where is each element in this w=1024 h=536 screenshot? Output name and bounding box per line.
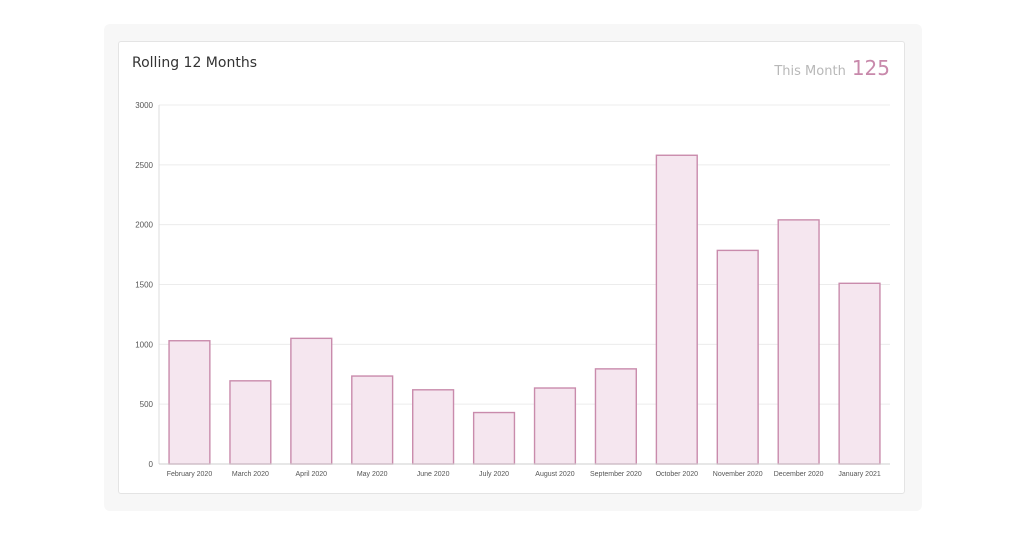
bar[interactable] [533, 387, 577, 465]
y-tick-label: 0 [149, 460, 154, 469]
y-tick-label: 500 [140, 400, 154, 409]
metric-value: 125 [851, 56, 890, 80]
x-tick-label: March 2020 [232, 471, 269, 478]
bar[interactable] [229, 380, 272, 465]
this-month-metric: This Month 125 [774, 56, 890, 80]
x-tick-label: December 2020 [774, 471, 824, 478]
x-tick-label: July 2020 [479, 471, 509, 478]
card-title: Rolling 12 Months [132, 55, 257, 71]
x-tick-label: September 2020 [590, 471, 642, 478]
x-tick-label: November 2020 [713, 471, 763, 478]
x-tick-label: January 2021 [838, 471, 881, 478]
bar[interactable] [351, 375, 394, 465]
metric-label: This Month [774, 64, 846, 79]
bar[interactable] [655, 154, 698, 465]
y-tick-label: 2500 [135, 161, 153, 170]
y-tick-label: 1500 [135, 281, 153, 290]
x-tick-label: August 2020 [535, 471, 574, 478]
y-tick-label: 1000 [135, 340, 153, 349]
bar[interactable] [290, 337, 333, 465]
x-tick-label: May 2020 [357, 471, 388, 478]
bar[interactable] [472, 411, 516, 465]
bar[interactable] [777, 219, 820, 465]
bar[interactable] [594, 368, 637, 465]
x-tick-label: February 2020 [167, 471, 213, 478]
y-tick-label: 2000 [135, 221, 153, 230]
x-tick-label: June 2020 [417, 471, 450, 478]
bar[interactable] [716, 249, 759, 465]
bar[interactable] [168, 340, 211, 465]
bar[interactable] [838, 282, 881, 465]
bar[interactable] [412, 389, 455, 465]
x-tick-label: October 2020 [656, 471, 699, 478]
y-tick-label: 3000 [135, 101, 153, 110]
x-tick-label: April 2020 [296, 471, 328, 478]
